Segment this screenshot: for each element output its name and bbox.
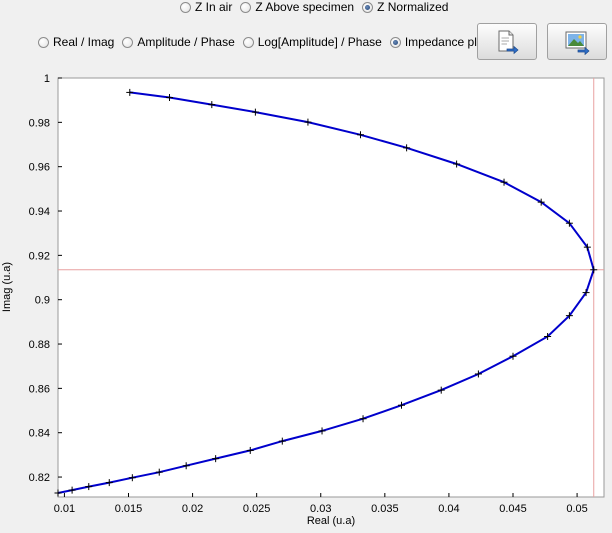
image-export-icon	[565, 31, 590, 55]
x-axis-ticks: 0.01 0.015 0.02 0.025 0.03 0.035 0.04 0.045 0.05	[54, 493, 588, 515]
y-tick-label: 0.84	[29, 428, 50, 440]
radio-indicator[interactable]	[362, 1, 374, 13]
x-tick-label: 0.035	[371, 503, 399, 515]
radio-amplitude-phase[interactable]: Amplitude / Phase	[122, 35, 235, 49]
radio-indicator[interactable]	[240, 1, 252, 13]
data-point-marker	[403, 144, 411, 152]
data-point-marker	[278, 437, 286, 445]
radio-label: Z Above specimen	[255, 0, 355, 14]
data-point-marker	[544, 332, 552, 340]
data-point-marker	[208, 101, 216, 109]
radio-label: Z Normalized	[377, 0, 449, 14]
data-point-marker	[212, 455, 220, 463]
data-point-marker	[246, 446, 254, 454]
data-point-marker	[583, 243, 591, 251]
x-tick-label: 0.025	[243, 503, 271, 515]
data-point-marker	[155, 468, 163, 476]
y-tick-label: 0.96	[29, 162, 50, 174]
radio-impedance-plane[interactable]: Impedance plane	[389, 35, 497, 49]
radio-indicator[interactable]	[389, 36, 401, 48]
data-point-marker	[54, 489, 62, 497]
data-point-marker	[85, 483, 93, 491]
radio-log-amplitude-phase[interactable]: Log[Amplitude] / Phase	[242, 35, 382, 49]
data-point-marker	[182, 462, 190, 470]
y-tick-label: 0.92	[29, 250, 50, 262]
data-point-marker	[128, 474, 136, 482]
data-point-marker	[304, 118, 312, 126]
data-point-marker	[500, 178, 508, 186]
data-point-marker	[318, 427, 326, 435]
data-point-marker	[397, 401, 405, 409]
x-tick-label: 0.015	[115, 503, 143, 515]
data-point-marker	[582, 289, 590, 297]
radio-z-normalized[interactable]: Z Normalized	[362, 0, 448, 14]
data-point-marker	[474, 370, 482, 378]
data-point-marker	[565, 219, 573, 227]
radio-indicator[interactable]	[122, 36, 134, 48]
x-tick-label: 0.01	[54, 503, 75, 515]
data-point-marker	[356, 131, 364, 139]
data-point-marker	[126, 88, 134, 96]
view-radio-group: Real / Imag Amplitude / Phase Log[Amplit…	[38, 35, 505, 49]
y-tick-label: 1	[44, 73, 50, 85]
radio-real-imag[interactable]: Real / Imag	[38, 35, 114, 49]
document-export-icon	[498, 30, 519, 54]
y-axis-label: Imag (u.a)	[1, 262, 13, 312]
data-point-marker	[166, 94, 174, 102]
y-tick-label: 0.86	[29, 383, 50, 395]
y-tick-label: 0.9	[35, 295, 50, 307]
radio-label: Log[Amplitude] / Phase	[257, 35, 382, 49]
y-tick-label: 0.98	[29, 117, 50, 129]
data-point-marker	[251, 108, 259, 116]
data-point-marker	[565, 312, 573, 320]
export-data-button[interactable]	[477, 23, 537, 60]
mode-radio-group: Z In air Z Above specimen Z Normalized	[180, 0, 456, 14]
data-point-marker	[590, 266, 598, 274]
x-tick-label: 0.04	[438, 503, 459, 515]
x-tick-label: 0.03	[310, 503, 331, 515]
impedance-curve	[57, 91, 595, 494]
data-point-marker	[537, 198, 545, 206]
radio-indicator[interactable]	[38, 36, 49, 48]
radio-z-in-air[interactable]: Z In air	[180, 0, 232, 14]
radio-label: Real / Imag	[53, 35, 115, 49]
data-point-marker	[359, 415, 367, 423]
radio-label: Z In air	[195, 0, 233, 14]
data-point-marker	[509, 352, 517, 360]
x-tick-label: 0.05	[566, 503, 587, 515]
x-tick-label: 0.02	[182, 503, 203, 515]
data-point-marker	[68, 486, 76, 494]
radio-indicator[interactable]	[180, 1, 191, 13]
data-point-marker	[453, 160, 461, 168]
export-image-button[interactable]	[547, 23, 607, 60]
impedance-plot: 0.82 0.84 0.86 0.88 0.9 0.92 0.94 0.96 0.98 1 0.0…	[1, 73, 605, 527]
y-tick-label: 0.82	[29, 472, 50, 484]
radio-label: Amplitude / Phase	[137, 35, 235, 49]
radio-label: Impedance plane	[404, 35, 497, 49]
radio-z-above-specimen[interactable]: Z Above specimen	[240, 0, 354, 14]
y-axis-ticks: 0.82 0.84 0.86 0.88 0.9 0.92 0.94 0.96 0.98 1	[29, 73, 62, 484]
x-tick-label: 0.045	[499, 503, 527, 515]
x-axis-label: Real (u.a)	[307, 515, 355, 527]
data-point-marker	[105, 479, 113, 487]
radio-indicator[interactable]	[242, 36, 254, 48]
y-tick-label: 0.88	[29, 339, 50, 351]
y-tick-label: 0.94	[29, 206, 50, 218]
data-point-marker	[437, 386, 445, 394]
plot-area[interactable]	[57, 77, 605, 498]
data-point-markers	[54, 88, 598, 497]
